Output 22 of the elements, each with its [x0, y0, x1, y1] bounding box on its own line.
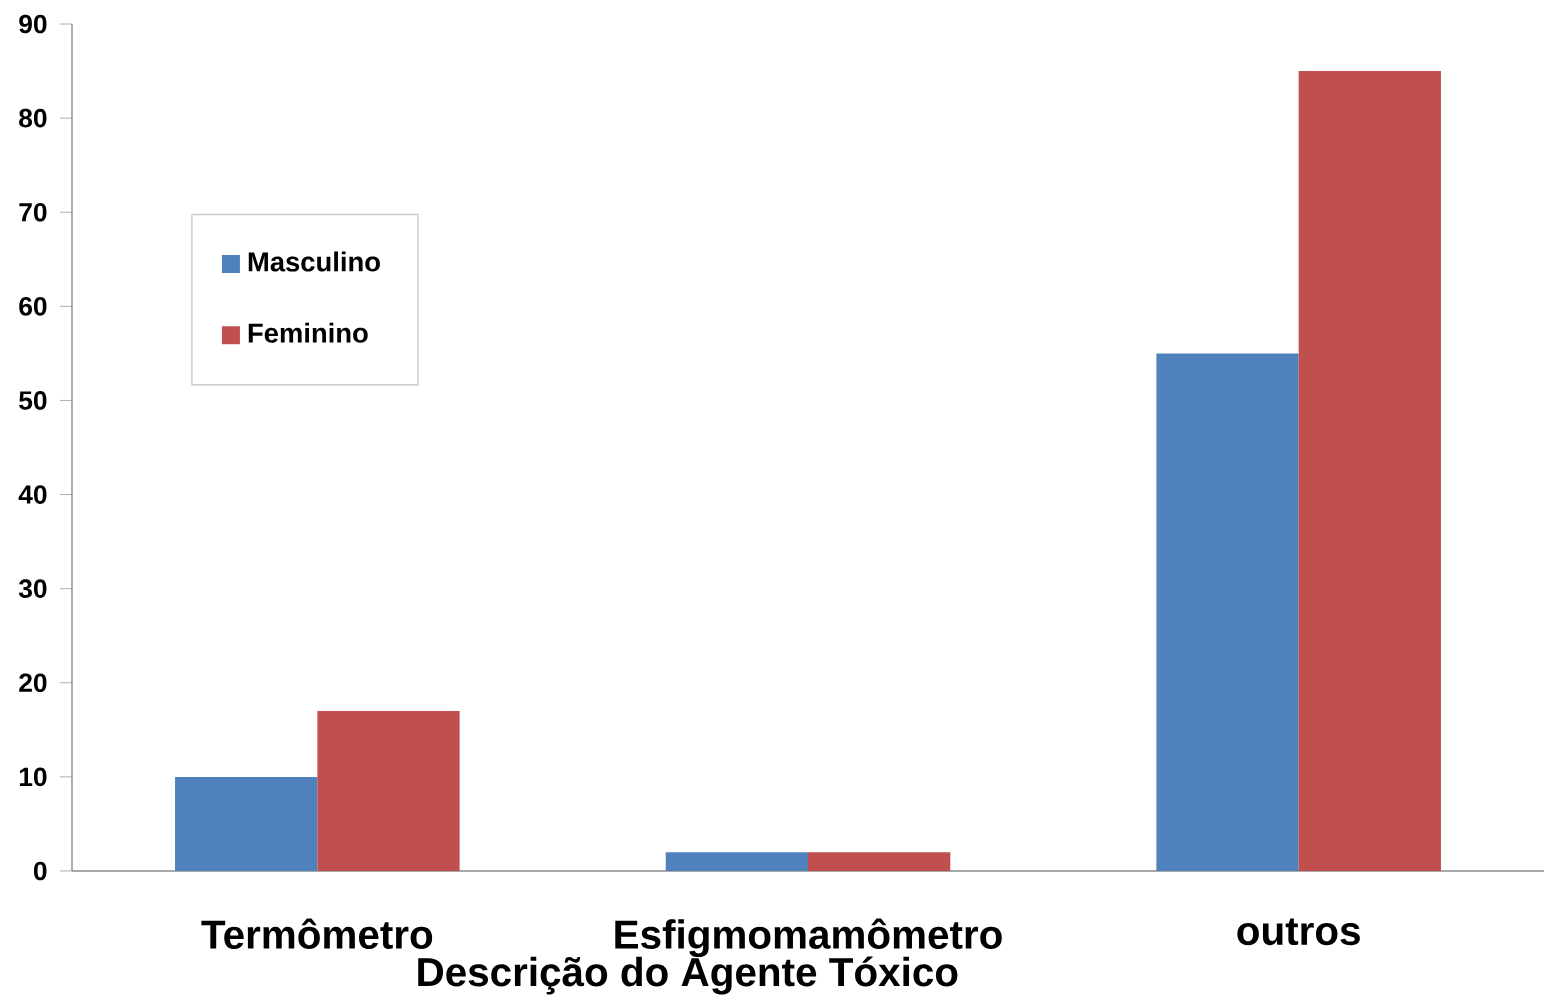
- x-tick-label: Termômetro: [201, 918, 433, 949]
- y-tick-label: 20: [19, 673, 47, 693]
- bar: [175, 776, 318, 871]
- bar: [1298, 71, 1441, 871]
- legend-label: Masculino: [248, 251, 380, 272]
- y-tick-label: 90: [19, 14, 47, 34]
- x-axis-title: Descrição do Agente Tóxico: [418, 956, 958, 995]
- y-tick-label: 50: [19, 391, 47, 410]
- y-tick-label: 70: [19, 202, 47, 222]
- y-tick-label: 40: [18, 485, 47, 504]
- x-tick-label: outros: [1237, 918, 1360, 946]
- y-tick-label: 60: [19, 297, 47, 316]
- y-tick-label: 30: [18, 579, 47, 598]
- y-tick-label: 0: [33, 861, 47, 881]
- bar: [317, 711, 460, 871]
- y-tick-label: 10: [19, 767, 47, 787]
- legend-label: Feminino: [248, 322, 368, 343]
- bar: [1156, 353, 1299, 871]
- y-tick-label: 80: [19, 108, 47, 128]
- x-tick-label: Esfigmomamômetro: [615, 918, 1002, 958]
- bar: [665, 852, 808, 871]
- bar: [808, 852, 951, 871]
